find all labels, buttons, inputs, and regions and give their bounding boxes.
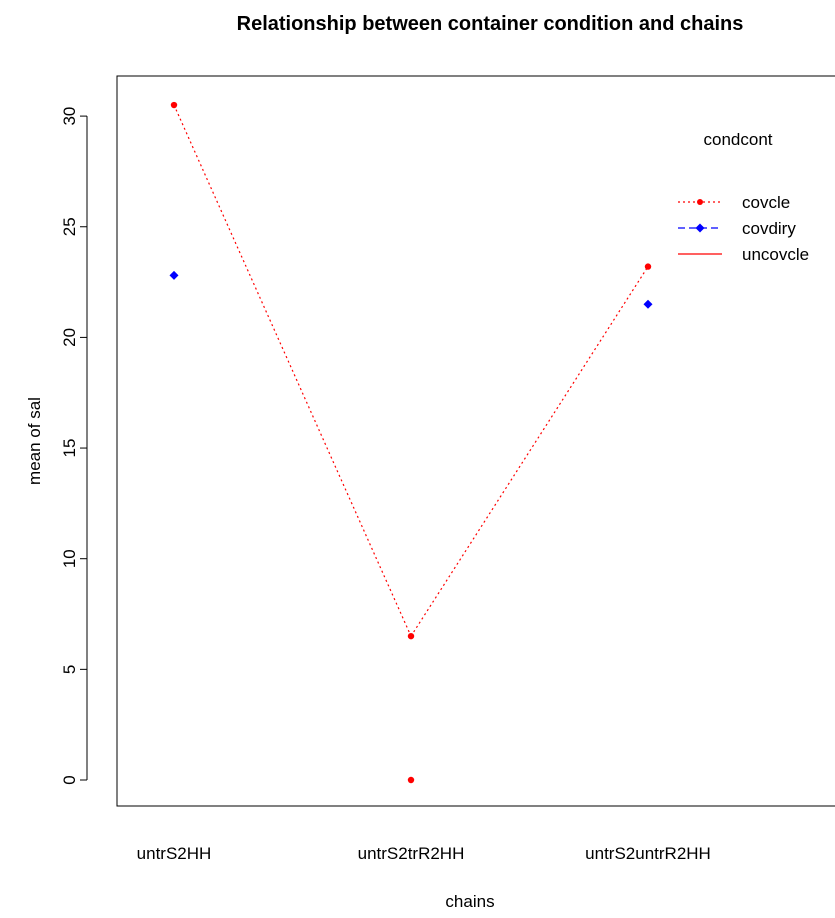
- series-layer: [169, 101, 653, 784]
- y-axis: 0 5 10 15 20 25 30: [60, 107, 88, 785]
- x-tick-label: untrS2trR2HH: [358, 844, 465, 863]
- legend-title: condcont: [704, 130, 773, 149]
- data-point: [644, 263, 652, 270]
- legend-item-covcle: covcle: [678, 193, 790, 212]
- legend-marker: [697, 199, 703, 205]
- chart-title: Relationship between container condition…: [237, 13, 744, 35]
- legend-label: uncovcle: [742, 245, 809, 264]
- data-point: [169, 270, 179, 280]
- y-tick-label: 5: [60, 665, 79, 674]
- x-tick-label: untrS2untrR2HH: [585, 844, 711, 863]
- legend-item-covdiry: covdiry: [678, 219, 796, 238]
- legend-label: covdiry: [742, 219, 796, 238]
- data-point: [407, 776, 415, 784]
- x-tick-label: untrS2HH: [137, 844, 212, 863]
- legend: condcont covcle covdiry uncovcle: [678, 130, 809, 264]
- series-line-segment: [410, 266, 649, 637]
- series-line-segment: [173, 104, 412, 637]
- series-covdiry: [169, 270, 653, 309]
- y-tick-label: 25: [60, 217, 79, 236]
- y-tick-label: 20: [60, 328, 79, 347]
- legend-item-uncovcle: uncovcle: [678, 245, 809, 264]
- y-tick-label: 15: [60, 439, 79, 458]
- data-point: [643, 299, 653, 309]
- plot-frame: [116, 75, 835, 807]
- legend-label: covcle: [742, 193, 790, 212]
- x-axis: untrS2HH untrS2trR2HH untrS2untrR2HH: [137, 844, 711, 863]
- y-axis-label: mean of sal: [25, 397, 44, 485]
- y-tick-label: 0: [60, 775, 79, 784]
- data-point: [170, 101, 178, 109]
- y-tick-label: 10: [60, 549, 79, 568]
- x-axis-label: chains: [445, 892, 494, 911]
- series-uncovcle: [407, 776, 415, 784]
- series-covcle: [170, 101, 652, 640]
- data-point: [407, 632, 415, 640]
- legend-marker: [695, 223, 705, 233]
- y-tick-label: 30: [60, 107, 79, 126]
